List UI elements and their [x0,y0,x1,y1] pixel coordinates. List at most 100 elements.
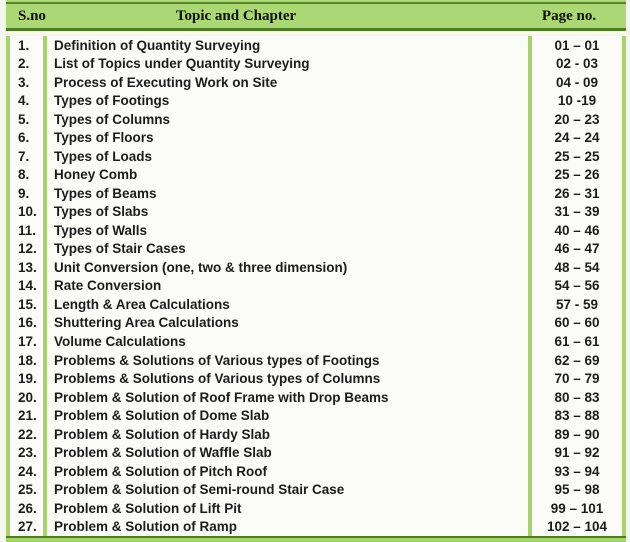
header-underline-strip [6,31,626,34]
row-number: 7. [6,147,43,166]
row-topic: Problem & Solution of Waffle Slab [43,443,528,462]
row-pages: 54 – 56 [528,276,626,296]
table-row: 11. Types of Walls 40 – 46 [6,221,626,240]
table-row: 1. Definition of Quantity Surveying 01 –… [6,36,626,55]
table-row: 19. Problems & Solutions of Various type… [6,369,626,388]
row-pages: 89 – 90 [528,424,626,444]
table-row: 7. Types of Loads 25 – 25 [6,147,626,166]
row-pages: 20 – 23 [528,110,626,129]
row-number: 1. [6,36,43,55]
row-topic: Problems & Solutions of Various types of… [43,369,528,388]
table-row: 12. Types of Stair Cases 46 – 47 [6,239,626,259]
row-topic: List of Topics under Quantity Surveying [43,54,528,74]
row-topic: Problem & Solution of Pitch Roof [43,461,528,481]
row-number: 27. [6,517,43,536]
row-number: 10. [6,202,43,222]
table-row: 9. Types of Beams 26 – 31 [6,184,626,203]
row-pages: 24 – 24 [528,128,626,148]
row-topic: Problem & Solution of Ramp [43,517,528,536]
row-topic: Types of Slabs [43,202,528,222]
row-pages: 93 – 94 [528,461,626,481]
table-row: 23. Problem & Solution of Waffle Slab 91… [6,443,626,462]
row-pages: 25 – 26 [528,165,626,185]
table-row: 27. Problem & Solution of Ramp 102 – 104 [6,517,626,536]
table-row: 18. Problems & Solutions of Various type… [6,350,626,370]
row-pages: 70 – 79 [528,369,626,388]
table-row: 10. Types of Slabs 31 – 39 [6,202,626,222]
row-pages: 04 - 09 [528,73,626,92]
row-number: 14. [6,276,43,296]
row-pages: 80 – 83 [528,387,626,407]
row-number: 18. [6,350,43,370]
row-topic: Problems & Solutions of Various types of… [43,350,528,370]
row-topic: Length & Area Calculations [43,295,528,314]
row-pages: 102 – 104 [528,517,626,536]
row-number: 11. [6,221,43,240]
row-pages: 99 – 101 [528,498,626,518]
table-row: 26. Problem & Solution of Lift Pit 99 – … [6,498,626,518]
table-row: 2. List of Topics under Quantity Surveyi… [6,54,626,74]
row-number: 23. [6,443,43,462]
table-row: 25. Problem & Solution of Semi-round Sta… [6,480,626,499]
table-row: 15. Length & Area Calculations 57 - 59 [6,295,626,314]
row-pages: 31 – 39 [528,202,626,222]
table-bottom-strip [6,538,626,542]
table-row: 13. Unit Conversion (one, two & three di… [6,258,626,277]
row-pages: 01 – 01 [528,36,626,55]
row-number: 13. [6,258,43,277]
header-cell-sno: S.no [18,8,46,24]
row-pages: 57 - 59 [528,295,626,314]
row-topic: Definition of Quantity Surveying [43,36,528,55]
row-topic: Problem & Solution of Lift Pit [43,498,528,518]
row-topic: Types of Footings [43,91,528,111]
row-number: 16. [6,313,43,333]
row-number: 25. [6,480,43,499]
table-header-row: S.no Topic and Chapter Page no. [6,0,626,31]
row-pages: 95 – 98 [528,480,626,499]
row-topic: Problem & Solution of Hardy Slab [43,424,528,444]
row-number: 9. [6,184,43,203]
row-topic: Types of Beams [43,184,528,203]
row-pages: 62 – 69 [528,350,626,370]
table-row: 4. Types of Footings 10 -19 [6,91,626,111]
row-topic: Rate Conversion [43,276,528,296]
row-pages: 83 – 88 [528,406,626,425]
table-row: 24. Problem & Solution of Pitch Roof 93 … [6,461,626,481]
table-row: 17. Volume Calculations 61 – 61 [6,332,626,351]
row-topic: Problem & Solution of Semi-round Stair C… [43,480,528,499]
row-number: 19. [6,369,43,388]
table-row: 20. Problem & Solution of Roof Frame wit… [6,387,626,407]
row-topic: Problem & Solution of Dome Slab [43,406,528,425]
header-cell-topic: Topic and Chapter [175,8,297,24]
table-row: 21. Problem & Solution of Dome Slab 83 –… [6,406,626,425]
row-pages: 25 – 25 [528,147,626,166]
table-row: 8. Honey Comb 25 – 26 [6,165,626,185]
row-topic: Types of Stair Cases [43,239,528,259]
row-topic: Types of Columns [43,110,528,129]
row-pages: 02 - 03 [528,54,626,74]
toc-table: 1. Definition of Quantity Surveying 01 –… [0,36,630,536]
row-number: 4. [6,91,43,111]
row-number: 5. [6,110,43,129]
row-pages: 48 – 54 [528,258,626,277]
row-number: 20. [6,387,43,407]
row-number: 26. [6,498,43,518]
table-row: 5. Types of Columns 20 – 23 [6,110,626,129]
row-pages: 60 – 60 [528,313,626,333]
table-row: 14. Rate Conversion 54 – 56 [6,276,626,296]
row-number: 24. [6,461,43,481]
row-number: 12. [6,239,43,259]
row-pages: 40 – 46 [528,221,626,240]
row-pages: 61 – 61 [528,332,626,351]
row-pages: 46 – 47 [528,239,626,259]
header-cell-page: Page no. [541,8,597,24]
row-number: 2. [6,54,43,74]
table-bottom-rule [6,536,626,538]
row-topic: Unit Conversion (one, two & three dimens… [43,258,528,277]
table-row: 16. Shuttering Area Calculations 60 – 60 [6,313,626,333]
row-number: 6. [6,128,43,148]
row-topic: Honey Comb [43,165,528,185]
row-topic: Shuttering Area Calculations [43,313,528,333]
row-number: 3. [6,73,43,92]
